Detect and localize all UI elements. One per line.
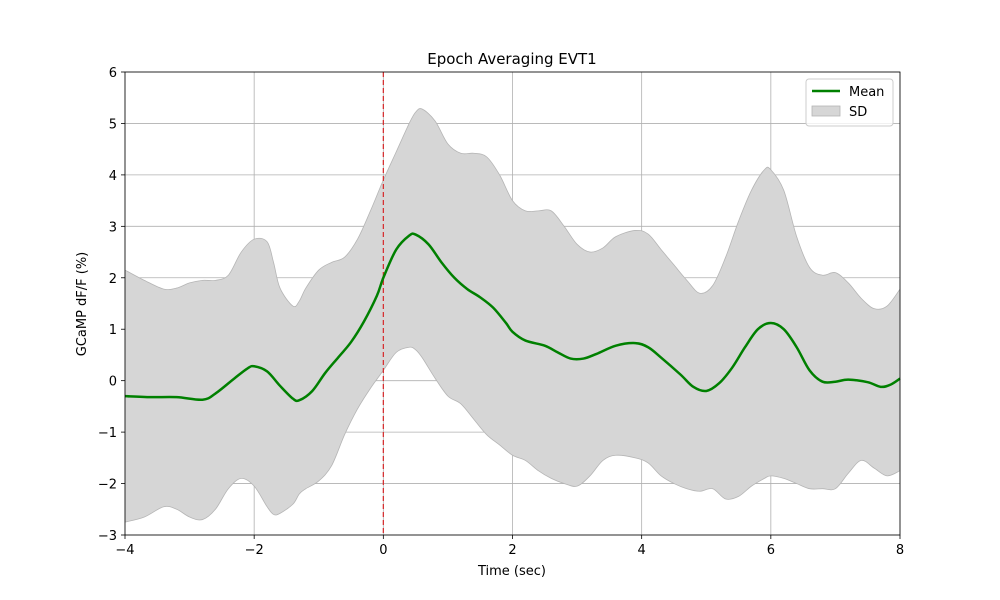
y-tick-label-1: −2 — [98, 478, 117, 493]
legend: Mean SD — [805, 78, 894, 127]
legend-sd-swatch — [811, 105, 841, 117]
y-tick-label-5: 2 — [109, 272, 117, 287]
x-tick-label-0: −4 — [115, 543, 134, 558]
y-tick-label-8: 5 — [109, 117, 117, 132]
mean-line-layer — [124, 232, 901, 403]
y-tick-label-7: 4 — [109, 169, 117, 184]
x-tick-label-6: 8 — [896, 543, 904, 558]
x-tick-label-1: −2 — [245, 543, 264, 558]
x-axis: −4 −2 0 2 4 6 8 — [115, 535, 904, 558]
y-tick-label-9: 6 — [109, 66, 117, 81]
legend-mean-label: Mean — [849, 85, 884, 100]
y-axis: −3 −2 −1 0 1 2 3 4 5 6 — [98, 66, 125, 544]
x-tick-label-4: 4 — [638, 543, 646, 558]
mean-line — [124, 232, 901, 403]
y-tick-label-2: −1 — [98, 426, 117, 441]
legend-sd-label: SD — [849, 105, 867, 120]
x-tick-label-2: 0 — [379, 543, 387, 558]
y-axis-label: GCaMP dF/F (%) — [75, 252, 90, 357]
y-tick-label-3: 0 — [109, 375, 117, 390]
x-tick-label-5: 6 — [767, 543, 775, 558]
y-tick-label-0: −3 — [98, 529, 117, 544]
x-axis-label: Time (sec) — [477, 564, 546, 579]
y-tick-label-6: 3 — [109, 220, 117, 235]
y-tick-label-4: 1 — [109, 323, 117, 338]
chart-title: Epoch Averaging EVT1 — [427, 50, 596, 68]
x-tick-label-3: 2 — [508, 543, 516, 558]
